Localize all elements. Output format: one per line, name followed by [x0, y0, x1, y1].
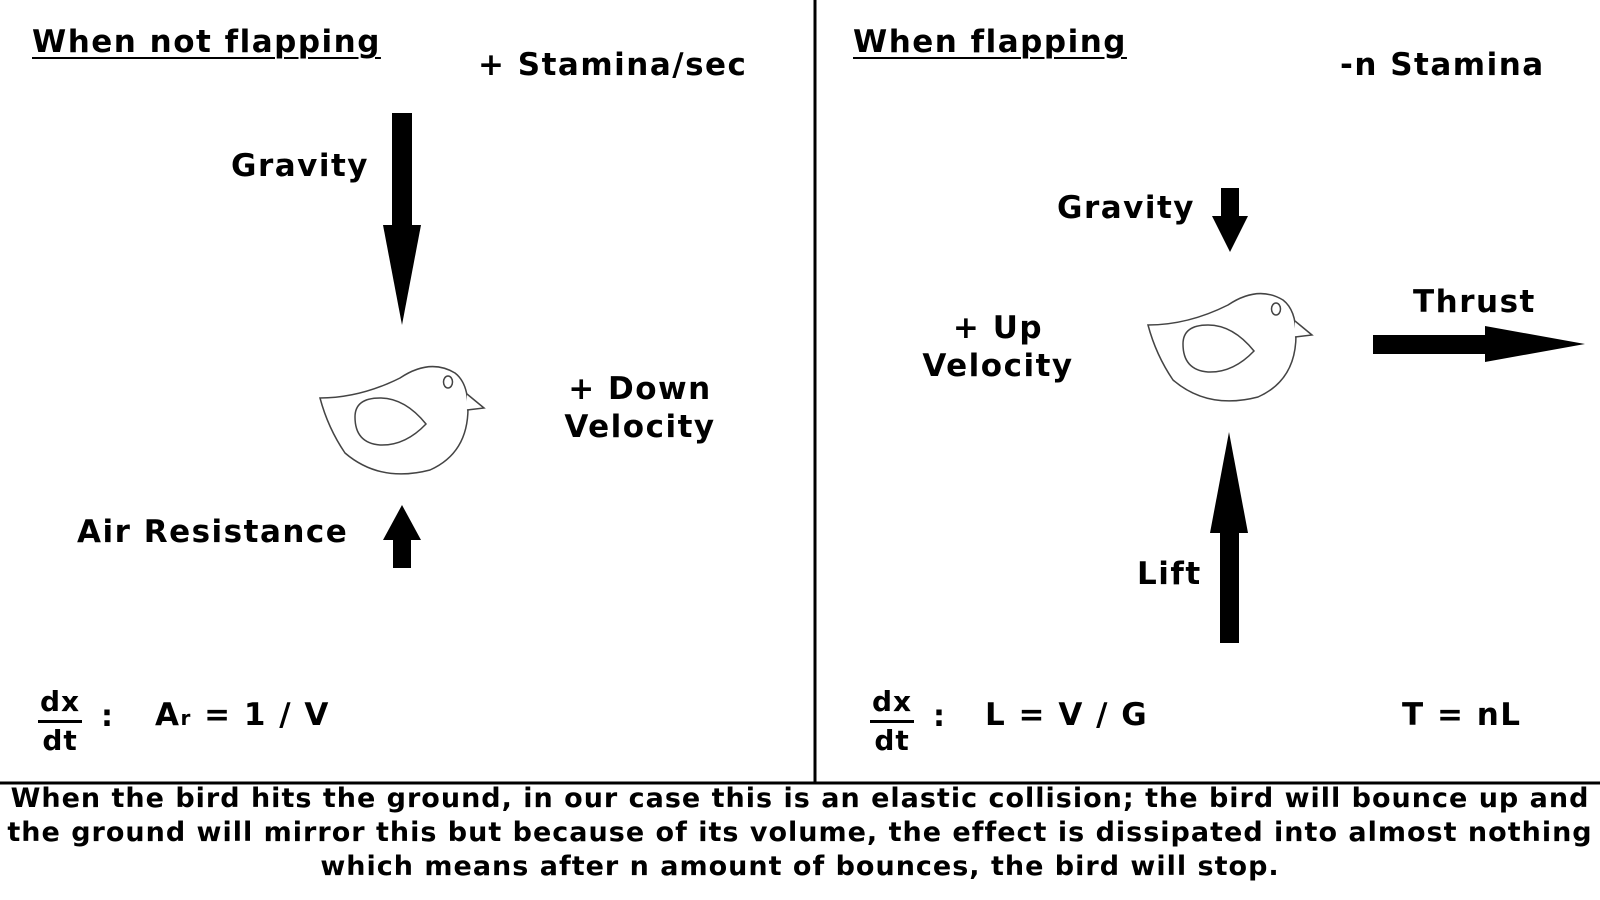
arrow-down-icon [1212, 188, 1248, 252]
derivative-fraction: dx dt [38, 688, 82, 755]
bounce-explanation-caption: When the bird hits the ground, in our ca… [0, 782, 1600, 884]
equation-subscript: r [181, 706, 192, 730]
arrow-up-icon [383, 505, 421, 568]
lift-label: Lift [1137, 559, 1202, 590]
stamina-gain-label: + Stamina/sec [478, 50, 747, 81]
arrow-up-icon [1210, 432, 1248, 643]
air-resistance-equation: Ar = 1 / V [155, 700, 330, 731]
fraction-denominator: dt [38, 723, 82, 755]
arrow-down-icon [383, 113, 421, 325]
down-velocity-label: + Down Velocity [545, 370, 735, 446]
lift-equation: L = V / G [985, 700, 1148, 731]
thrust-label: Thrust [1413, 287, 1536, 318]
bird-icon [320, 367, 484, 474]
gravity-label: Gravity [231, 151, 369, 182]
fraction-denominator: dt [870, 723, 914, 755]
fraction-colon: : [933, 702, 945, 732]
fraction-numerator: dx [870, 688, 914, 723]
gravity-label: Gravity [1057, 193, 1195, 224]
equation-symbol: A [155, 697, 181, 733]
equation-rhs: = 1 / V [192, 697, 330, 733]
fraction-colon: : [101, 702, 113, 732]
air-resistance-label: Air Resistance [77, 517, 348, 548]
stamina-cost-label: -n Stamina [1340, 50, 1545, 81]
up-velocity-label: + Up Velocity [903, 309, 1093, 385]
thrust-equation: T = nL [1402, 700, 1522, 731]
bird-icon [1148, 294, 1312, 401]
right-panel-title: When flapping [853, 27, 1127, 58]
derivative-fraction: dx dt [870, 688, 914, 755]
arrow-right-icon [1373, 326, 1585, 362]
left-panel-title: When not flapping [32, 27, 381, 58]
fraction-numerator: dx [38, 688, 82, 723]
